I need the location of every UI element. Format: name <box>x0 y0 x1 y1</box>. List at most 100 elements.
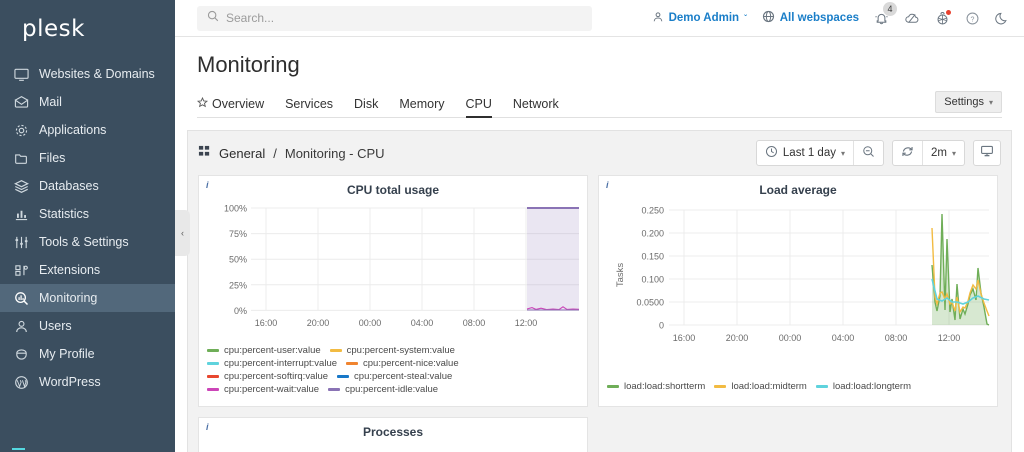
dark-mode-button[interactable] <box>995 11 1010 26</box>
legend-label: cpu:percent-wait:value <box>224 384 320 395</box>
legend-swatch <box>607 385 619 388</box>
time-range-picker[interactable]: Last 1 day ▾ <box>757 141 853 165</box>
support-ball-button[interactable] <box>935 9 951 26</box>
zoom-out-button[interactable] <box>853 141 883 165</box>
tab-overview[interactable]: Overview <box>196 96 264 118</box>
tab-cpu[interactable]: CPU <box>465 97 492 118</box>
svg-text:08:00: 08:00 <box>463 318 486 328</box>
board-toolbar: General / Monitoring - CPU Last 1 day ▾ <box>198 140 1001 166</box>
legend-item[interactable]: load:load:shortterm <box>607 381 705 392</box>
sidebar-item-label: Mail <box>39 94 62 109</box>
legend-label: cpu:percent-nice:value <box>363 358 459 369</box>
sidebar-item-label: Monitoring <box>39 290 98 305</box>
legend-label: load:load:longterm <box>832 381 912 392</box>
magnifier-chart-icon <box>14 291 29 306</box>
clock-icon <box>765 145 778 161</box>
legend-label: cpu:percent-steal:value <box>354 371 453 382</box>
sidebar-item-websites-domains[interactable]: Websites & Domains <box>0 60 175 88</box>
search-input[interactable]: Search... <box>197 5 592 31</box>
logo-underline <box>12 448 25 450</box>
cpu-plot[interactable]: 100% 75% 50% 25% 0% 16:00 20:00 00:00 04… <box>207 200 580 345</box>
svg-text:0.200: 0.200 <box>641 229 664 239</box>
refresh-group: 2m ▾ <box>892 140 965 166</box>
sidebar-item-statistics[interactable]: Statistics <box>0 200 175 228</box>
tab-disk[interactable]: Disk <box>354 97 378 118</box>
svg-text:12:00: 12:00 <box>938 333 961 343</box>
panel-cpu-total-usage: i CPU total usage <box>198 175 588 407</box>
load-plot[interactable]: Tasks 0.250 0.200 0.150 0.100 0.0500 0 1… <box>607 200 990 381</box>
sidebar-item-label: Files <box>39 150 66 165</box>
panel-row: i CPU total usage <box>198 175 1001 407</box>
legend-swatch <box>815 385 828 388</box>
sidebar-item-label: WordPress <box>39 374 101 389</box>
star-icon <box>196 96 209 111</box>
sidebar-item-mail[interactable]: Mail <box>0 88 175 116</box>
legend-item[interactable]: cpu:percent-user:value <box>207 345 321 356</box>
sidebar-item-monitoring[interactable]: Monitoring <box>0 284 175 312</box>
svg-text:00:00: 00:00 <box>779 333 802 343</box>
settings-label: Settings <box>944 96 984 108</box>
panel-title: Load average <box>759 183 837 197</box>
legend-item[interactable]: cpu:percent-idle:value <box>328 384 438 395</box>
tab-services[interactable]: Services <box>285 97 333 118</box>
tv-mode-button[interactable] <box>973 140 1001 166</box>
notifications-badge: 4 <box>883 1 897 16</box>
tab-memory[interactable]: Memory <box>399 97 444 118</box>
sidebar-item-users[interactable]: Users <box>0 312 175 340</box>
tab-label: Disk <box>354 97 379 111</box>
svg-text:08:00: 08:00 <box>885 333 908 343</box>
tab-label: Services <box>285 97 334 111</box>
refresh-icon <box>901 145 914 161</box>
help-button[interactable]: ? <box>965 11 980 26</box>
legend-label: cpu:percent-system:value <box>346 345 455 356</box>
legend-label: load:load:midterm <box>731 381 807 392</box>
webspaces-selector[interactable]: All webspaces <box>762 10 859 26</box>
breadcrumb-leaf: Monitoring - CPU <box>284 145 385 161</box>
svg-text:0.250: 0.250 <box>641 206 664 216</box>
svg-text:20:00: 20:00 <box>726 333 749 343</box>
sliders-icon <box>14 235 29 250</box>
legend-label: cpu:percent-user:value <box>224 345 321 356</box>
svg-text:20:00: 20:00 <box>307 318 330 328</box>
refresh-interval-picker[interactable]: 2m ▾ <box>922 141 964 165</box>
legend-item[interactable]: cpu:percent-nice:value <box>346 358 459 369</box>
sidebar-item-label: Statistics <box>39 206 90 221</box>
monitor-icon <box>14 67 29 82</box>
legend-item[interactable]: cpu:percent-steal:value <box>337 371 452 382</box>
cloud-button[interactable] <box>904 11 920 26</box>
plesk-logo[interactable]: plesk <box>0 0 175 450</box>
time-range-group: Last 1 day ▾ <box>755 140 884 166</box>
legend-item[interactable]: cpu:percent-interrupt:value <box>207 358 337 369</box>
sidebar-item-my-profile[interactable]: My Profile <box>0 340 175 368</box>
sidebar-item-extensions[interactable]: Extensions <box>0 256 175 284</box>
tab-label: Network <box>512 97 559 111</box>
load-legend: load:load:shortterm load:load:midterm lo… <box>607 381 989 394</box>
sidebar-item-applications[interactable]: Applications <box>0 116 175 144</box>
info-icon[interactable]: i <box>606 180 609 190</box>
sidebar-item-tools-settings[interactable]: Tools & Settings <box>0 228 175 256</box>
legend-swatch <box>207 388 219 391</box>
tab-network[interactable]: Network <box>513 97 559 118</box>
legend-item[interactable]: cpu:percent-softirq:value <box>207 371 328 382</box>
settings-button[interactable]: Settings ▾ <box>935 91 1002 113</box>
legend-item[interactable]: load:load:midterm <box>714 381 807 392</box>
panel-title: Processes <box>362 425 424 439</box>
user-menu[interactable]: Demo Admin ˇ <box>652 11 747 26</box>
sidebar-item-files[interactable]: Files <box>0 144 175 172</box>
legend-item[interactable]: cpu:percent-wait:value <box>207 384 319 395</box>
refresh-button[interactable] <box>893 141 922 165</box>
sidebar-item-databases[interactable]: Databases <box>0 172 175 200</box>
info-icon[interactable]: i <box>206 422 209 432</box>
notifications-button[interactable]: 4 <box>874 1 897 26</box>
cpu-legend: cpu:percent-user:value cpu:percent-syste… <box>207 345 579 397</box>
plesk-logo-text: plesk <box>22 16 85 42</box>
legend-item[interactable]: load:load:longterm <box>815 381 912 392</box>
panel-load-average: i Load average <box>598 175 998 407</box>
sidebar-item-wordpress[interactable]: WordPress <box>0 368 175 396</box>
svg-text:?: ? <box>971 16 975 23</box>
sidebar-collapse-button[interactable]: ‹ <box>175 210 190 256</box>
breadcrumb-root[interactable]: General <box>219 145 266 161</box>
legend-item[interactable]: cpu:percent-system:value <box>329 345 455 356</box>
info-icon[interactable]: i <box>206 180 209 190</box>
